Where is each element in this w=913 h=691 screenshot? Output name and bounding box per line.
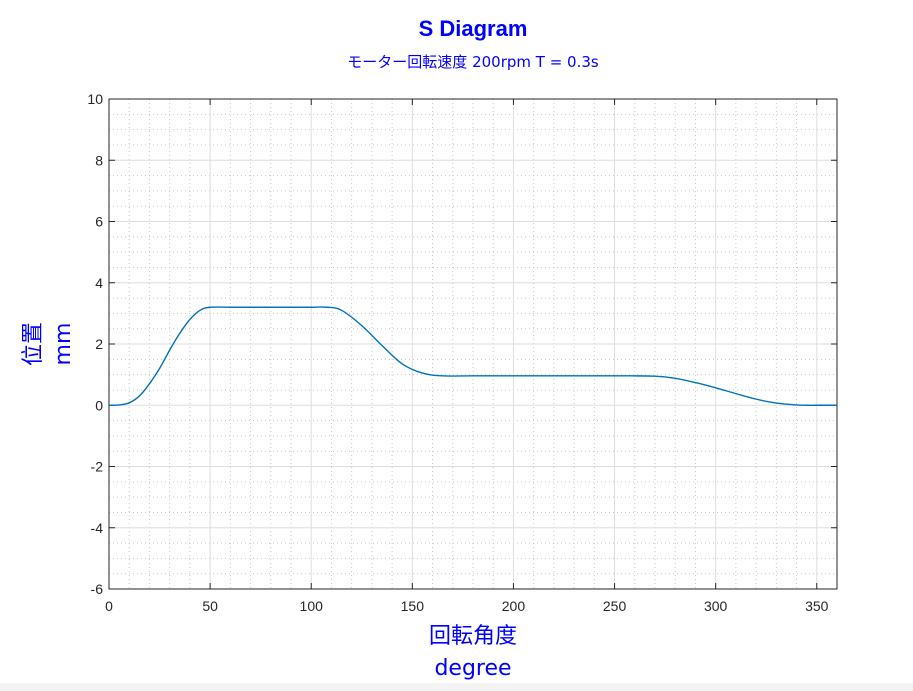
bottom-strip (0, 683, 913, 691)
major-grid (109, 99, 837, 589)
y-tick-label: 8 (95, 152, 103, 168)
chart-title: S Diagram (419, 16, 528, 41)
x-tick-labels: 0 50 100 150 200 250 300 350 (105, 598, 829, 614)
x-tick-label: 200 (502, 598, 526, 614)
x-tick-label: 250 (603, 598, 627, 614)
y-tick-label: 0 (95, 397, 103, 413)
y-tick-label: -2 (91, 459, 104, 475)
series-group (108, 306, 837, 406)
x-tick-label: 100 (300, 598, 324, 614)
y-tick-label: 10 (87, 91, 103, 107)
y-tick-labels: -6 -4 -2 0 2 4 6 8 10 (87, 91, 103, 597)
x-axis-label-japanese: 回転角度 (429, 624, 517, 649)
series-line-0 (108, 306, 837, 406)
chart-subtitle: モーター回転速度 200rpm T = 0.3s (347, 53, 599, 71)
y-axis-label-unit: mm (51, 323, 76, 366)
x-tick-label: 0 (105, 598, 113, 614)
x-tick-label: 300 (704, 598, 728, 614)
y-tick-label: 6 (95, 214, 103, 230)
x-axis-label-unit: degree (434, 656, 511, 681)
x-tick-label: 350 (805, 598, 829, 614)
axis-ticks (108, 98, 837, 590)
y-tick-label: 2 (95, 336, 103, 352)
y-axis-label-japanese: 位置 (21, 322, 46, 366)
x-tick-label: 150 (401, 598, 425, 614)
y-tick-label: -4 (91, 520, 104, 536)
x-tick-label: 50 (202, 598, 218, 614)
y-tick-label: 4 (95, 275, 103, 291)
y-tick-label: -6 (91, 581, 104, 597)
